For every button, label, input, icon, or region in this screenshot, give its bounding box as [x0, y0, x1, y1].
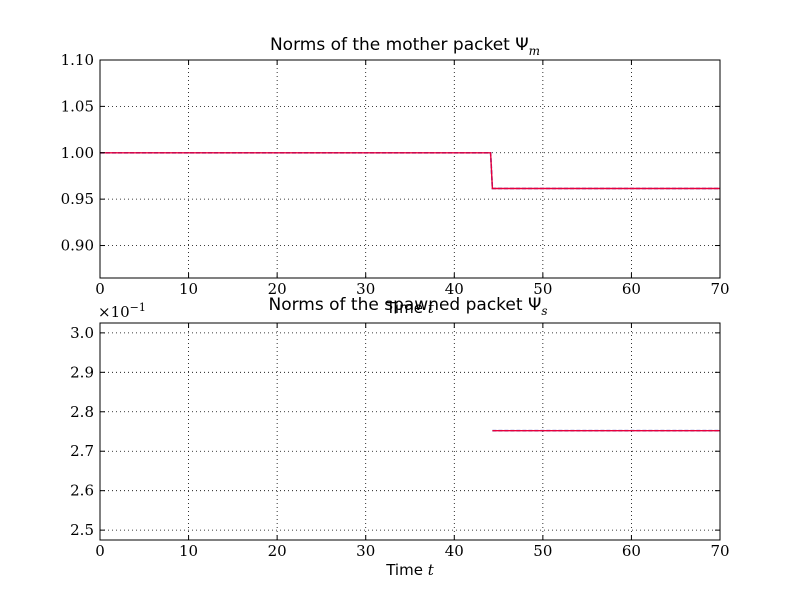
mother-x-tick-label: 10	[179, 280, 198, 298]
mother-series-line-2	[100, 152, 720, 190]
mother-plot-xlabel: Time t	[385, 299, 435, 317]
mother-y-tick-label: 0.90	[61, 237, 94, 255]
mother-plot-grid	[100, 60, 720, 278]
mother-y-tick-label: 0.95	[61, 190, 94, 208]
spawned-x-tick-label: 40	[445, 542, 464, 560]
spawned-plot-title: Norms of the spawned packet Ψs	[269, 295, 548, 318]
spawned-y-tick-label: 3.0	[70, 324, 94, 342]
mother-y-tick-label: 1.10	[61, 51, 94, 69]
spawned-plot-xlabel: Time t	[385, 561, 435, 579]
mother-plot-ticks: 0 10 20 30 40 50 60 70 0.90 0.95 1.00 1.05 1.10	[61, 51, 730, 298]
spawned-x-tick-label: 0	[95, 542, 105, 560]
spawned-plot-frame	[99, 322, 721, 541]
mother-x-tick-label: 60	[622, 280, 641, 298]
spawned-y-tick-label: 2.9	[70, 363, 94, 381]
mother-plot-title-subscript: m	[529, 44, 540, 58]
mother-y-tick-label: 1.00	[61, 144, 94, 162]
mother-x-tick-label: 40	[445, 280, 464, 298]
spawned-y-tick-label: 2.6	[70, 482, 94, 500]
spawned-packet-plot: Norms of the spawned packet Ψs ×10−1 0 10…	[70, 295, 729, 579]
mother-packet-plot: Norms of the mother packet Ψm 0 10 20 30 40 5…	[61, 35, 730, 317]
mother-x-tick-label: 0	[95, 280, 105, 298]
spawned-x-tick-label: 50	[533, 542, 552, 560]
mother-plot-series	[100, 152, 720, 190]
spawned-plot-offset-label: ×10−1	[98, 301, 146, 321]
spawned-plot-ticks: 0 10 20 30 40 50 60 70 2.5 2.6 2.7 2.8 2.9 3.0	[70, 323, 730, 560]
mother-x-tick-label: 50	[533, 280, 552, 298]
mother-x-tick-label: 30	[356, 280, 375, 298]
spawned-x-tick-label: 70	[710, 542, 729, 560]
mother-series-line-1	[100, 152, 720, 190]
mother-plot-frame	[99, 59, 721, 279]
mother-x-tick-label: 70	[710, 280, 729, 298]
spawned-x-tick-label: 10	[179, 542, 198, 560]
spawned-plot-title-subscript: s	[541, 304, 547, 318]
spawned-x-tick-label: 60	[622, 542, 641, 560]
spawned-x-tick-label: 20	[268, 542, 287, 560]
mother-y-tick-label: 1.05	[61, 97, 94, 115]
spawned-x-tick-label: 30	[356, 542, 375, 560]
spawned-y-tick-label: 2.5	[70, 521, 94, 539]
spawned-y-tick-label: 2.7	[70, 442, 94, 460]
mother-x-tick-label: 20	[268, 280, 287, 298]
spawned-y-tick-label: 2.8	[70, 403, 94, 421]
mother-plot-title: Norms of the mother packet Ψm	[270, 35, 540, 58]
